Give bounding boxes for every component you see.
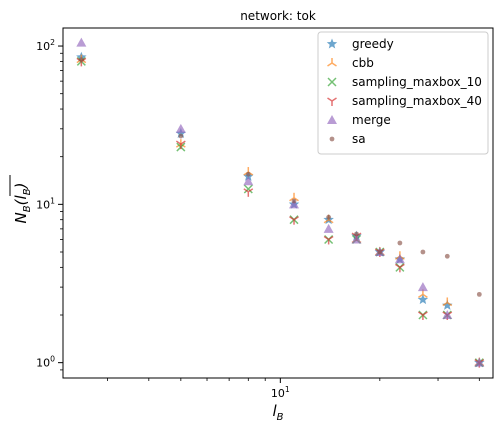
marker-sa — [78, 57, 84, 63]
marker-sampling_maxbox_40 — [323, 235, 334, 245]
marker-sampling_maxbox_40 — [394, 263, 405, 273]
y-tick-label: 100 — [36, 355, 55, 370]
marker-merge — [351, 234, 362, 244]
legend-label: greedy — [352, 37, 394, 51]
legend-box — [317, 31, 489, 155]
marker-sa — [245, 171, 251, 177]
marker-sampling_maxbox_10 — [243, 184, 253, 194]
legend-label: sa — [352, 132, 366, 146]
marker-merge — [243, 176, 254, 186]
marker-sa — [326, 214, 332, 220]
marker-merge — [323, 223, 334, 233]
marker-merge — [474, 357, 485, 367]
legend-marker-merge — [327, 115, 337, 124]
marker-greedy — [442, 299, 453, 310]
legend-marker-sa — [329, 136, 335, 142]
data-marks — [76, 37, 485, 368]
legend-marker-sampling_maxbox_10 — [327, 77, 337, 87]
marker-merge — [394, 254, 405, 264]
marker-sampling_maxbox_40 — [417, 311, 428, 321]
legend: greedy cbb sampling_maxbox_10 sampling_maxb… — [317, 31, 489, 155]
marker-greedy — [175, 128, 187, 139]
legend-label: cbb — [352, 56, 374, 70]
marker-greedy — [417, 294, 429, 305]
x-tick-label: 101 — [271, 385, 290, 400]
legend-marker-cbb — [327, 58, 337, 67]
y-axis-label: NB(lB) — [12, 183, 33, 224]
legend-marker-sampling_maxbox_40 — [327, 97, 337, 106]
legend-label: sampling_maxbox_10 — [352, 75, 482, 89]
marker-cbb — [289, 192, 299, 202]
marker-merge — [417, 282, 428, 292]
y-tick-label: 101 — [36, 196, 55, 211]
legend-label: merge — [352, 113, 391, 127]
axis-ticks: 100 101 102 101 — [36, 38, 480, 400]
marker-sampling_maxbox_40 — [243, 188, 254, 197]
marker-sa — [178, 133, 184, 139]
marker-sampling_maxbox_40 — [175, 140, 186, 150]
marker-sa — [291, 198, 297, 204]
marker-merge — [442, 310, 453, 320]
legend-label: sampling_maxbox_40 — [352, 94, 482, 108]
marker-sa — [476, 291, 482, 297]
legend-marker-greedy — [326, 38, 338, 49]
marker-sampling_maxbox_40 — [289, 216, 299, 225]
marker-sa — [377, 249, 383, 255]
marker-sa — [444, 253, 450, 259]
x-axis-label: lB — [272, 402, 283, 423]
marker-cbb — [442, 297, 453, 307]
chart-title: network: tok — [240, 9, 316, 23]
marker-merge — [289, 199, 300, 209]
marker-merge — [175, 123, 186, 133]
plot-area — [62, 27, 494, 379]
marker-sa — [397, 240, 403, 246]
marker-merge — [76, 37, 87, 47]
y-tick-label: 102 — [36, 38, 55, 53]
marker-sa — [420, 249, 426, 255]
marker-sa — [354, 231, 359, 237]
